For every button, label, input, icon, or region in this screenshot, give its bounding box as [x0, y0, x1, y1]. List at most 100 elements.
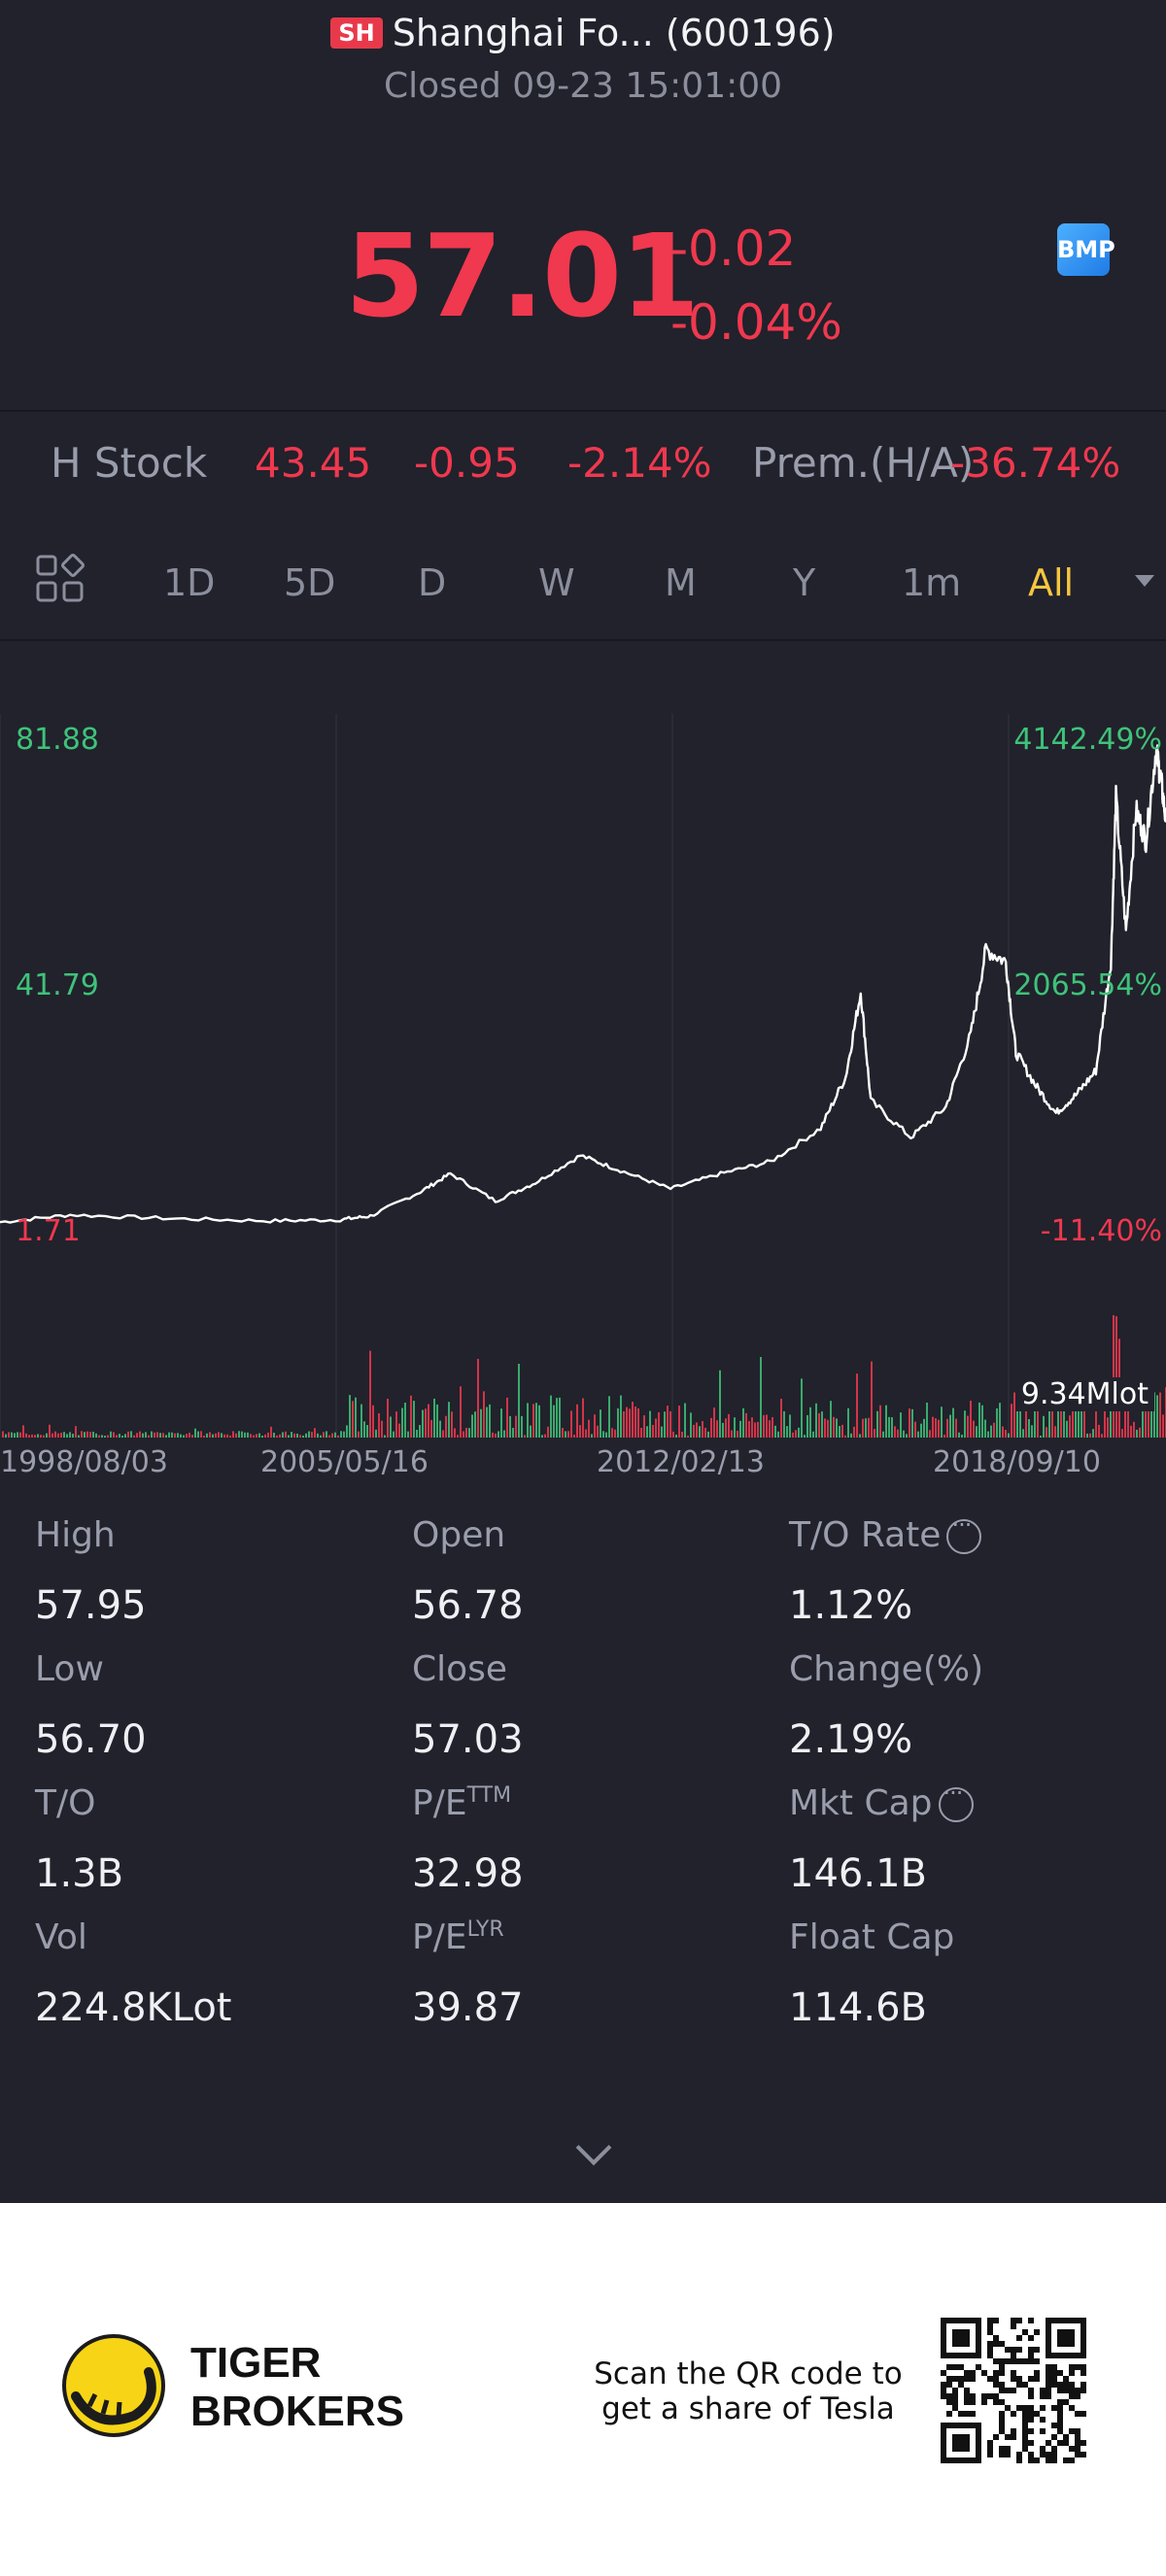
volume-bar	[419, 1424, 421, 1438]
divider	[0, 410, 1166, 412]
volume-bar	[183, 1435, 185, 1438]
tab-d[interactable]: D	[418, 561, 447, 604]
volume-bar	[133, 1435, 135, 1438]
tab-w[interactable]: W	[538, 561, 575, 604]
volume-bar	[792, 1432, 794, 1438]
chevron-down-icon[interactable]	[1135, 575, 1154, 587]
more-info-icon[interactable]	[938, 1779, 974, 1822]
stock-title[interactable]: Shanghai Fo... (600196)	[392, 12, 836, 54]
volume-bar	[1162, 1414, 1164, 1438]
tab-1m[interactable]: 1m	[902, 561, 962, 604]
volume-bar	[422, 1409, 424, 1438]
volume-bar	[909, 1408, 910, 1438]
volume-bar	[856, 1373, 858, 1438]
stat-label-to-rate[interactable]: T/O Rate	[789, 1511, 982, 1555]
volume-bar	[1115, 1316, 1117, 1438]
volume-bar	[1057, 1394, 1059, 1438]
volume-bar	[780, 1398, 782, 1438]
stat-label-mkt-cap[interactable]: Mkt Cap	[789, 1779, 974, 1823]
expand-chevron-icon[interactable]	[575, 2129, 612, 2166]
tab-m[interactable]: M	[665, 561, 697, 604]
volume-bar	[737, 1430, 738, 1438]
volume-bar	[681, 1431, 683, 1438]
volume-bar	[1022, 1429, 1024, 1438]
volume-bar	[343, 1431, 345, 1438]
stat-label-to-rate-text: T/O Rate	[789, 1515, 942, 1555]
volume-bar	[795, 1430, 797, 1438]
volume-bar	[579, 1425, 581, 1438]
volume-bar	[594, 1414, 596, 1438]
h-stock-row[interactable]: H Stock 43.45 -0.95 -2.14% Prem.(H/A) -3…	[0, 408, 1166, 525]
volume-bar	[894, 1426, 896, 1438]
volume-bar	[154, 1432, 155, 1438]
volume-bar	[428, 1404, 429, 1438]
volume-bar	[559, 1397, 561, 1438]
y-axis-label-top: 81.88	[16, 723, 99, 757]
volume-bar	[206, 1433, 208, 1438]
stat-value-low: 56.70	[35, 1717, 147, 1762]
volume-bar	[463, 1431, 464, 1438]
volume-bar	[503, 1430, 505, 1438]
volume-bar	[716, 1420, 718, 1438]
volume-bar	[221, 1433, 223, 1438]
tab-5d[interactable]: 5D	[284, 561, 336, 604]
tiger-logo-icon	[62, 2334, 165, 2437]
volume-bar	[710, 1417, 712, 1438]
volume-bar	[573, 1435, 575, 1438]
volume-bar	[938, 1419, 940, 1438]
volume-bar	[500, 1408, 502, 1438]
volume-bar	[632, 1402, 634, 1438]
more-info-icon[interactable]	[946, 1511, 982, 1554]
volume-bar	[655, 1418, 657, 1438]
volume-bar	[1124, 1390, 1126, 1438]
tab-1d[interactable]: 1D	[163, 561, 216, 604]
volume-bar	[993, 1422, 995, 1438]
price-chart[interactable]	[0, 641, 1166, 1447]
qr-code-icon[interactable]	[941, 2318, 1086, 2463]
volume-bar	[1066, 1420, 1068, 1438]
volume-bar	[369, 1350, 371, 1438]
volume-bar	[567, 1431, 569, 1438]
volume-bar	[244, 1432, 246, 1438]
stat-label-low: Low	[35, 1649, 104, 1689]
volume-bar	[1025, 1395, 1027, 1438]
volume-bar	[518, 1363, 520, 1438]
volume-bar	[943, 1434, 945, 1438]
volume-bar	[226, 1434, 228, 1438]
last-price: 57.01	[345, 209, 700, 343]
volume-bar	[841, 1424, 843, 1438]
layout-grid-icon[interactable]	[35, 554, 86, 604]
volume-bar	[876, 1410, 878, 1438]
volume-bar	[448, 1402, 450, 1438]
bmp-badge[interactable]: BMP	[1057, 223, 1115, 276]
volume-bar	[859, 1434, 861, 1438]
volume-bar	[1002, 1426, 1004, 1438]
stat-value-volume: 224.8KLot	[35, 1985, 232, 2030]
volume-bar	[664, 1411, 666, 1438]
volume-bar	[460, 1386, 462, 1438]
volume-bar	[395, 1411, 397, 1438]
volume-bar	[853, 1426, 855, 1438]
tab-all[interactable]: All	[1028, 561, 1075, 604]
volume-bar	[687, 1435, 689, 1438]
volume-bar	[63, 1432, 65, 1438]
volume-bar	[754, 1422, 756, 1438]
volume-bar	[326, 1431, 327, 1438]
volume-bar	[250, 1434, 252, 1438]
volume-bar	[311, 1432, 313, 1438]
volume-bar	[288, 1435, 290, 1438]
volume-bar	[267, 1432, 269, 1438]
volume-bar	[582, 1398, 584, 1438]
volume-bar	[862, 1418, 864, 1438]
volume-bar	[524, 1435, 526, 1438]
pe-label: P/E	[412, 1783, 467, 1823]
volume-bar	[436, 1404, 438, 1438]
volume-bar	[355, 1397, 357, 1438]
volume-bar	[748, 1420, 750, 1438]
volume-bar	[223, 1434, 225, 1438]
volume-bar	[981, 1405, 983, 1438]
stat-label-mkt-cap-text: Mkt Cap	[789, 1783, 933, 1823]
tab-y[interactable]: Y	[793, 561, 816, 604]
volume-bar	[935, 1418, 937, 1438]
volume-bar	[509, 1415, 511, 1438]
